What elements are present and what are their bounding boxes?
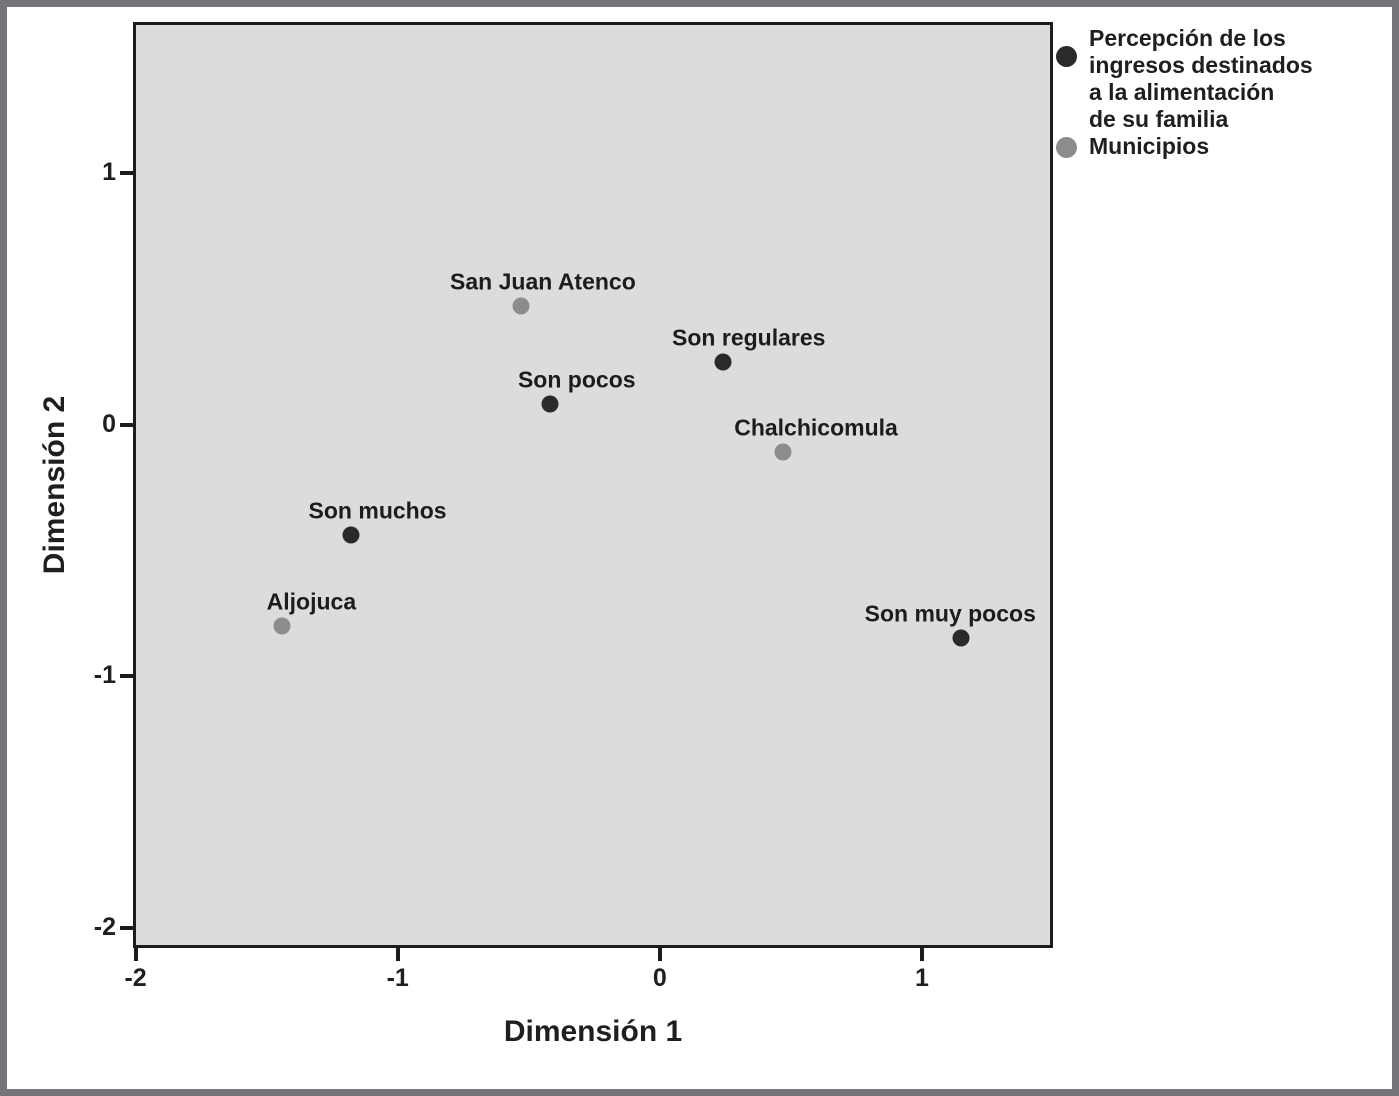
point-label: Chalchicomula bbox=[734, 414, 898, 441]
legend-entry: Percepción de los ingresos destinados a la… bbox=[1052, 25, 1392, 133]
x-axis-tick-label: -1 bbox=[386, 964, 409, 992]
x-axis-tick bbox=[657, 948, 662, 961]
x-axis-tick bbox=[395, 948, 400, 961]
point-label: Son muchos bbox=[308, 497, 447, 524]
point-label: Son muy pocos bbox=[864, 600, 1036, 627]
data-point bbox=[541, 395, 559, 413]
x-axis-tick-label: 1 bbox=[914, 964, 929, 992]
data-point bbox=[952, 629, 970, 647]
point-label: Son pocos bbox=[517, 366, 636, 393]
y-axis-tick-label: -2 bbox=[93, 912, 116, 941]
data-point bbox=[714, 353, 732, 371]
y-axis-tick-label: -1 bbox=[93, 661, 116, 690]
legend-label: Percepción de los ingresos destinados a la… bbox=[1089, 25, 1313, 132]
point-label: Aljojuca bbox=[266, 588, 357, 615]
data-point bbox=[273, 617, 291, 635]
point-label: Son regulares bbox=[672, 324, 826, 351]
legend-entry: Municipios bbox=[1052, 133, 1392, 160]
legend-marker-icon bbox=[1056, 46, 1077, 67]
x-axis-tick bbox=[133, 948, 138, 961]
legend: Percepción de los ingresos destinados a la… bbox=[1052, 25, 1392, 160]
point-label: San Juan Atenco bbox=[450, 268, 636, 295]
y-axis-tick bbox=[120, 422, 133, 427]
x-axis-title: Dimensión 1 bbox=[503, 1015, 683, 1048]
data-point bbox=[342, 526, 360, 544]
y-axis-tick bbox=[120, 170, 133, 175]
y-axis-tick bbox=[120, 674, 133, 679]
x-axis-tick bbox=[919, 948, 924, 961]
data-point bbox=[774, 443, 792, 461]
x-axis-tick-label: -2 bbox=[124, 964, 147, 992]
plot-area bbox=[133, 22, 1053, 948]
chart-canvas: Dimensión 2 -2 -1 0 1 1 0 -1 -2 Son regulares Son… bbox=[7, 7, 1392, 1089]
y-axis-tick bbox=[120, 925, 133, 930]
x-axis-tick-label: 0 bbox=[652, 964, 667, 992]
y-axis-tick-label: 0 bbox=[102, 409, 116, 438]
legend-marker-icon bbox=[1056, 137, 1077, 158]
y-axis-tick-label: 1 bbox=[102, 157, 116, 186]
data-point bbox=[512, 297, 530, 315]
legend-label: Municipios bbox=[1089, 133, 1210, 159]
